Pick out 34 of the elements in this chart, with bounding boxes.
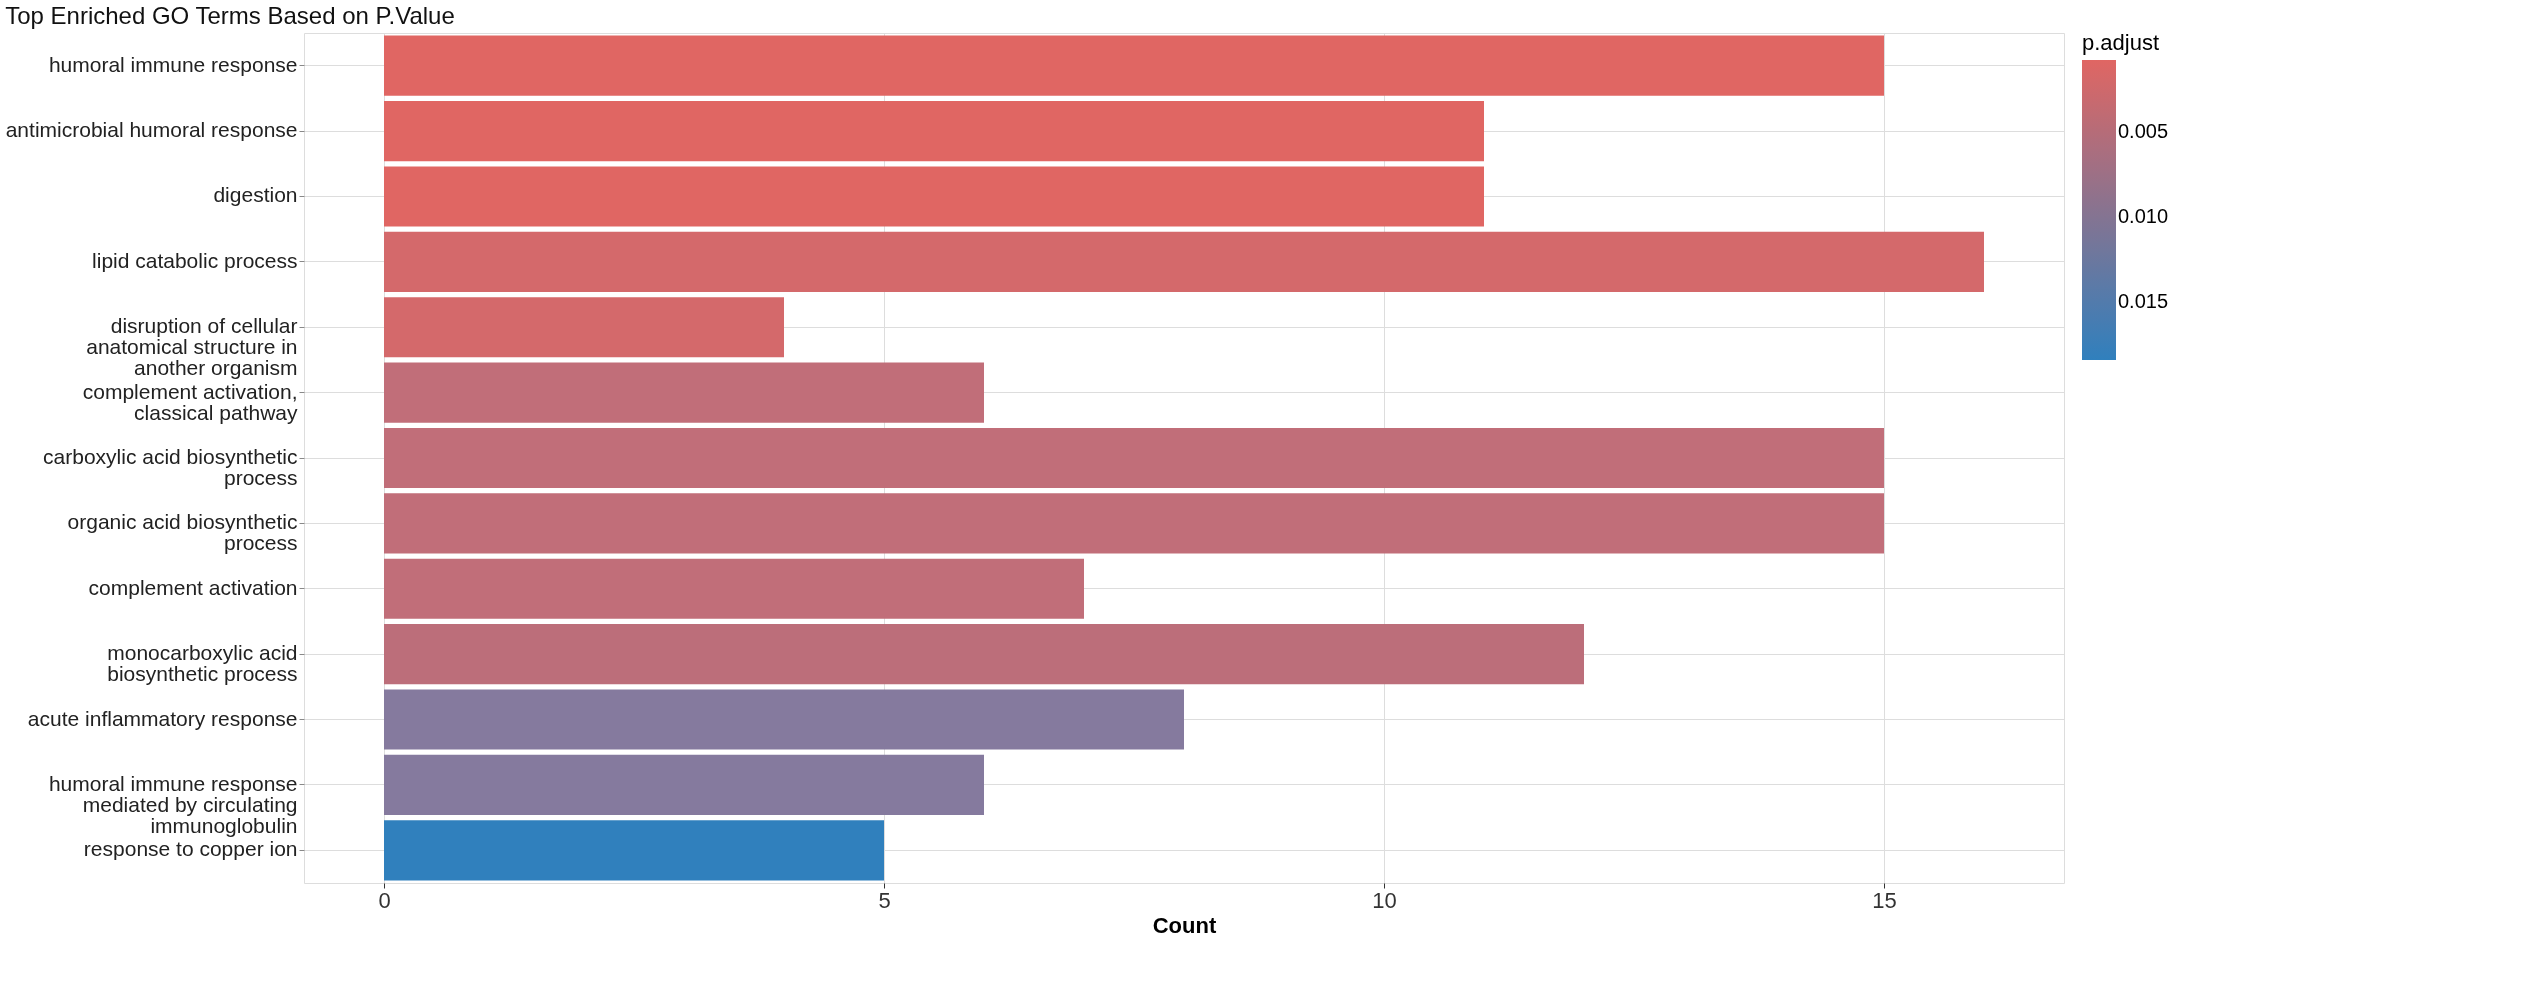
bar [384,624,1584,685]
bar [384,493,1884,554]
color-bar-label: 0.015 [2118,290,2169,313]
y-tick-label: antimicrobial humoral response [5,118,298,142]
x-axis-title: Count [1152,912,1217,938]
color-bar-title: p.adjust [2082,30,2160,55]
bar [384,101,1484,162]
color-bar-label: 0.005 [2118,119,2169,142]
bar [384,166,1484,227]
y-tick-label: lipid catabolic process [92,248,298,272]
y-tick-label: complement activation, classical pathway [82,379,298,424]
bar [384,35,1884,96]
x-tick-label: 10 [1372,887,1397,913]
chart-title: Top Enriched GO Terms Based on P.Value [5,2,455,29]
y-tick-label: humoral immune response [48,52,298,76]
x-tick-label: 0 [378,887,391,913]
x-tick-label: 5 [878,887,891,913]
bar [384,427,1884,489]
bar [384,297,784,358]
y-tick-label: response to copper ion [83,837,298,861]
y-tick-label: organic acid biosynthetic process [67,510,298,555]
bar [384,820,884,881]
y-tick-label: carboxylic acid biosynthetic process [43,445,298,489]
bar [384,558,1084,619]
bar [384,362,984,423]
x-tick-label: 15 [1872,887,1897,913]
bar [384,754,984,815]
y-tick-label: acute inflammatory response [27,706,298,730]
bar [384,231,1984,292]
bar [384,689,1184,750]
y-tick-label: monocarboxylic acid biosynthetic process [107,641,298,686]
color-bar-label: 0.010 [2118,204,2169,227]
y-tick-label: digestion [213,183,298,207]
y-tick-label: complement activation [88,575,298,599]
